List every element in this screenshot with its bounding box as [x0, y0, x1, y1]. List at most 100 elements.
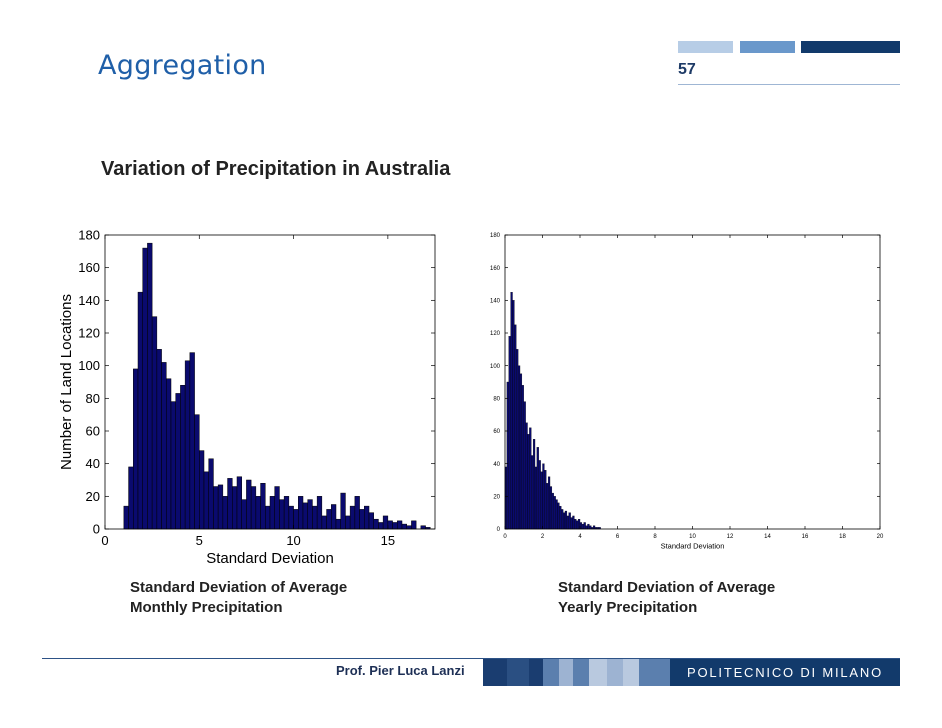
x-tick-label: 5	[196, 533, 203, 548]
histogram-bar	[236, 476, 242, 530]
caption-yearly-line2: Yearly Precipitation	[558, 599, 698, 616]
histogram-bar	[133, 368, 139, 530]
axes-frame	[104, 234, 436, 530]
y-tick-label: 180	[490, 233, 501, 239]
histogram-bar	[279, 499, 285, 530]
histogram-bar	[536, 447, 539, 530]
politecnico-logo: POLITECNICO DI MILANO	[670, 659, 900, 686]
histogram-bar	[345, 515, 351, 530]
histogram-bar	[199, 450, 205, 530]
y-tick-label: 140	[78, 293, 100, 308]
histogram-bar	[373, 518, 379, 530]
footer-block	[483, 659, 507, 686]
histogram-bar	[331, 504, 337, 530]
histogram-bar	[302, 502, 308, 530]
x-tick-label: 20	[877, 534, 884, 540]
x-tick-label: 2	[541, 534, 545, 540]
histogram-bar	[549, 486, 553, 530]
footer-block	[573, 659, 589, 686]
y-tick-label: 100	[490, 364, 501, 370]
y-tick-label: 120	[78, 326, 100, 341]
yearly-std-histogram: 0 20 40 60 80 100 120 140 160 180 0 2 4 6 8 10 12 14 16 18 2…	[478, 212, 900, 572]
histogram-bar	[574, 519, 577, 530]
histogram-bar	[572, 515, 575, 530]
histogram-bar	[510, 292, 513, 530]
y-tick-label: 40	[86, 456, 100, 471]
histogram-bar	[283, 496, 290, 530]
histogram-bar	[546, 483, 549, 530]
histogram-bar	[512, 300, 515, 530]
histogram-bar	[213, 486, 219, 530]
histogram-bar	[321, 515, 327, 530]
slide-subtitle: Variation of Precipitation in Australia	[101, 158, 451, 180]
x-tick-label: 0	[101, 533, 108, 548]
histogram-bar	[142, 247, 148, 530]
caption-monthly: Standard Deviation of Average Monthly Pr…	[130, 578, 347, 618]
histogram-bar	[170, 401, 176, 530]
x-tick-label: 10	[689, 534, 696, 540]
histogram-bar	[349, 505, 356, 530]
histogram-bar	[531, 455, 534, 530]
histogram-bar	[151, 316, 158, 530]
histogram-bar	[392, 522, 398, 530]
histogram-bar	[523, 401, 526, 530]
y-tick-label: 0	[497, 527, 501, 533]
histogram-bar	[378, 522, 384, 530]
histogram-bar	[508, 336, 511, 530]
footer-block	[507, 659, 529, 686]
x-tick-label: 4	[578, 534, 582, 540]
histogram-bar	[326, 509, 332, 530]
x-tick-label: 18	[839, 534, 846, 540]
histogram-bar	[514, 324, 517, 530]
histogram-bar	[312, 505, 318, 530]
histogram-bar	[340, 492, 346, 530]
histogram-bar	[194, 414, 200, 530]
histogram-bar	[166, 378, 172, 530]
histogram-bar	[354, 496, 360, 530]
histogram-bar	[269, 496, 275, 530]
x-tick-label: 10	[286, 533, 300, 548]
histogram-bar	[250, 486, 257, 530]
x-tick-label: 15	[381, 533, 395, 548]
y-tick-label: 0	[93, 522, 100, 537]
histogram-bar	[128, 466, 134, 530]
histogram-bar	[123, 505, 129, 530]
histogram-bar	[555, 499, 558, 530]
slide-number: 57	[678, 61, 696, 78]
footer-divider	[42, 658, 900, 659]
header-accent-bar-mid	[740, 41, 795, 53]
histogram-bar	[364, 505, 370, 530]
header-accent-bar-dark	[801, 41, 900, 53]
histogram-bar	[576, 520, 579, 530]
histogram-bar	[161, 362, 167, 530]
y-tick-label: 60	[493, 429, 500, 435]
histogram-bar	[316, 496, 323, 530]
histogram-bar	[553, 496, 556, 530]
histogram-bar	[562, 512, 566, 530]
footer-block	[543, 659, 559, 686]
histogram-bar	[538, 460, 541, 530]
y-tick-label: 20	[493, 494, 500, 500]
histogram-bar	[217, 484, 224, 530]
histogram-bar	[288, 505, 294, 530]
caption-monthly-line2: Monthly Precipitation	[130, 599, 283, 616]
histogram-bar	[307, 499, 313, 530]
histogram-bar	[411, 520, 417, 530]
histogram-bar	[592, 525, 596, 530]
histogram-bar	[189, 352, 195, 530]
histogram-bar	[232, 486, 238, 530]
footer-author: Prof. Pier Luca Lanzi	[336, 663, 465, 678]
histogram-bar	[255, 496, 261, 530]
histogram-bar	[566, 515, 569, 530]
histogram-bar	[547, 476, 551, 530]
histogram-bar	[587, 523, 590, 530]
y-tick-label: 80	[493, 396, 500, 402]
y-tick-label: 180	[78, 228, 100, 243]
histogram-bar	[382, 515, 389, 530]
histogram-bar	[527, 434, 530, 530]
histogram-bar	[401, 523, 407, 530]
y-tick-label: 160	[78, 260, 100, 275]
histogram-bar	[147, 242, 153, 530]
monthly-std-histogram: 0 20 40 60 80 100 120 140 160 180 0 5 10 15 Standard D…	[55, 212, 440, 572]
histogram-bar	[175, 393, 181, 530]
